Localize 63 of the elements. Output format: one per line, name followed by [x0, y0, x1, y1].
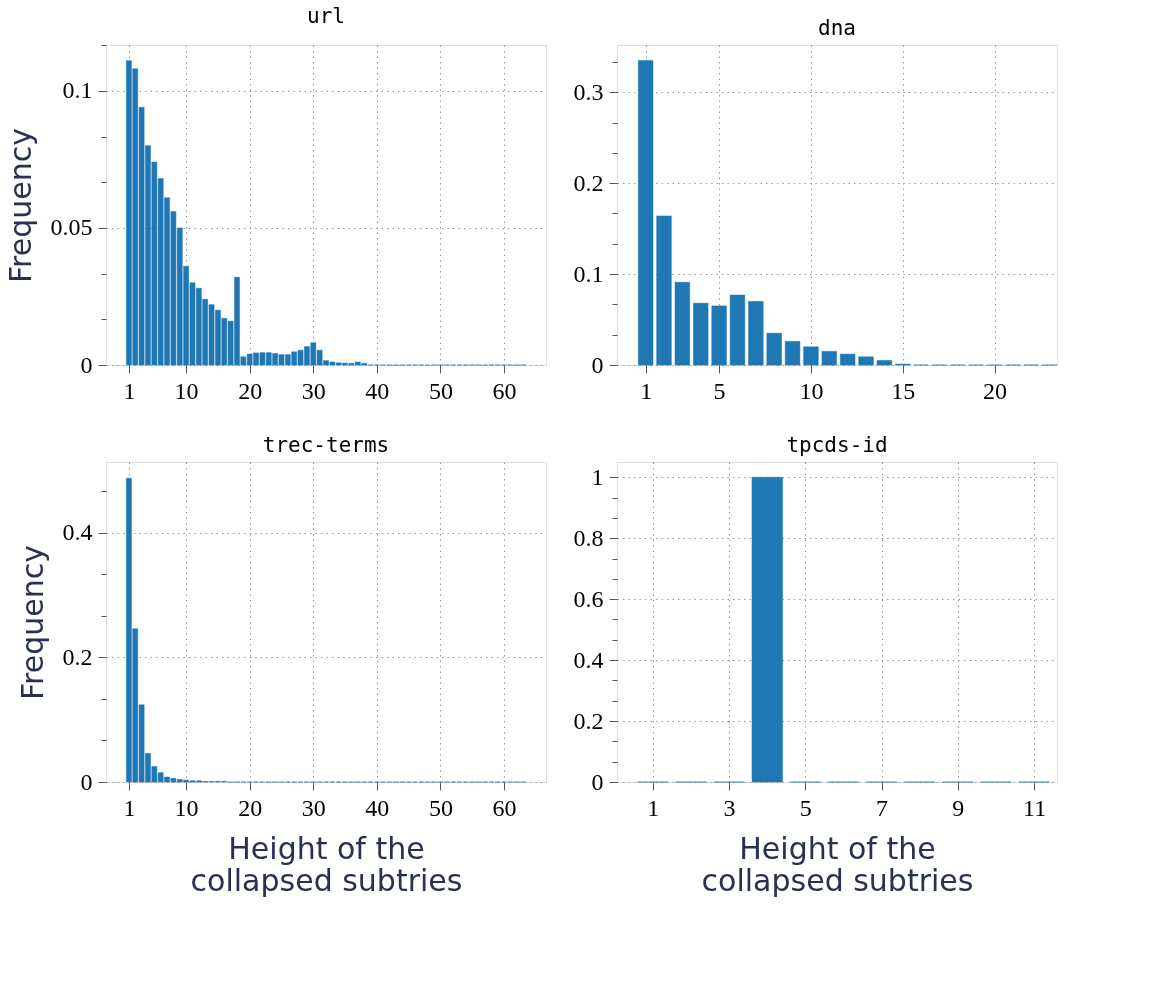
x-tick-label: 20: [983, 377, 1008, 404]
x-tick-label: 10: [799, 377, 824, 404]
y-axis-title: Frequency: [2, 128, 38, 283]
y-axis-title: Frequency: [14, 545, 50, 700]
y-tick-label: 0.05: [50, 214, 93, 241]
bar: [693, 302, 709, 366]
y-tick-label: 0.2: [62, 643, 93, 670]
x-tick-label: 10: [174, 377, 199, 404]
bar: [840, 353, 856, 366]
x-tick-label: 50: [428, 377, 453, 404]
x-tick-label: 3: [723, 794, 736, 821]
x-tick-label: 11: [1023, 794, 1047, 821]
y-tick-label: 0.4: [573, 646, 604, 673]
y-tick-label: 0.3: [573, 78, 604, 105]
x-tick-label: 60: [492, 377, 517, 404]
y-tick-label: 0: [80, 768, 93, 795]
x-tick-label: 20: [238, 794, 263, 821]
chart-title: dna: [818, 16, 856, 40]
bar: [821, 351, 837, 366]
y-tick-label: 0.1: [573, 260, 604, 287]
x-tick-label: 30: [301, 794, 326, 821]
y-tick-label: 0.2: [573, 169, 604, 196]
bar: [876, 360, 892, 366]
bar: [766, 332, 782, 366]
bar: [674, 282, 690, 366]
x-tick-label: 40: [365, 794, 390, 821]
bar: [803, 346, 819, 366]
bar: [858, 356, 874, 366]
x-tick-label: 1: [123, 377, 136, 404]
x-tick-label: 5: [713, 377, 726, 404]
y-tick-label: 0.1: [62, 77, 93, 104]
x-tick-label: 20: [238, 377, 263, 404]
bar: [638, 60, 654, 366]
x-tick-label: 1: [647, 794, 660, 821]
y-tick-label: 0: [591, 351, 604, 378]
bar: [729, 294, 746, 366]
bar: [784, 341, 801, 366]
x-axis-title: Height of the collapsed subtries: [190, 830, 463, 898]
y-tick-label: 0: [591, 768, 604, 795]
x-tick-label: 50: [428, 794, 453, 821]
chart-title: tpcds-id: [786, 433, 888, 457]
x-tick-label: 40: [365, 377, 390, 404]
bar: [711, 305, 727, 366]
bar: [656, 215, 672, 366]
y-tick-label: 0: [80, 351, 93, 378]
x-tick-label: 1: [640, 377, 653, 404]
x-tick-label: 30: [301, 377, 326, 404]
x-tick-label: 9: [952, 794, 965, 821]
y-tick-label: 0.8: [573, 524, 604, 551]
chart-title: url: [307, 4, 345, 28]
x-tick-label: 1: [123, 794, 136, 821]
x-tick-label: 60: [492, 794, 517, 821]
x-tick-label: 10: [174, 794, 199, 821]
y-tick-label: 0.2: [573, 707, 604, 734]
bar: [748, 301, 764, 366]
x-tick-label: 15: [891, 377, 916, 404]
y-tick-label: 0.4: [62, 519, 93, 546]
x-tick-label: 5: [799, 794, 812, 821]
y-tick-label: 0.6: [573, 585, 604, 612]
x-axis-title: Height of the collapsed subtries: [701, 830, 974, 898]
x-tick-label: 7: [876, 794, 889, 821]
chart-title: trec-terms: [262, 433, 390, 457]
y-tick-label: 1: [591, 463, 604, 490]
